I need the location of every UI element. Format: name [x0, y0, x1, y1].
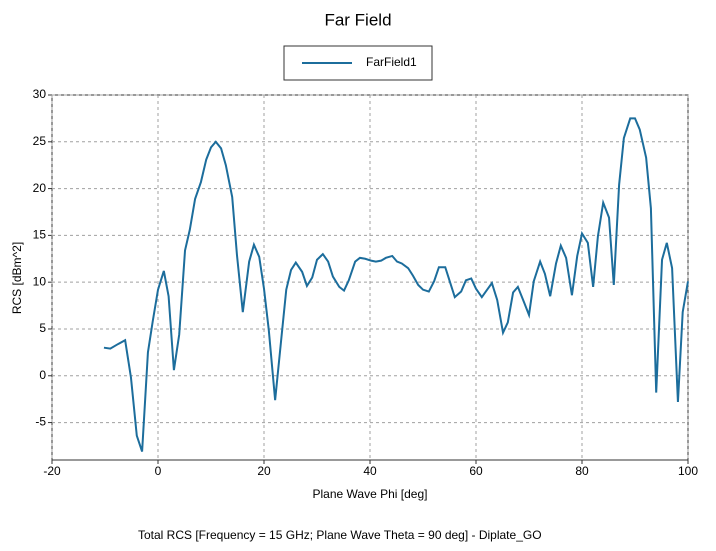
footer: Total RCS [Frequency = 15 GHz; Plane Wav…	[138, 528, 542, 542]
y-tick-label: 5	[39, 321, 46, 335]
y-tick-label: 10	[33, 274, 47, 288]
chart-title: Far Field	[324, 10, 391, 29]
y-tick-label: 15	[33, 228, 47, 242]
x-tick-label: 40	[363, 464, 377, 478]
x-tick-label: 100	[678, 464, 698, 478]
x-tick-label: 80	[575, 464, 589, 478]
x-tick-label: 0	[155, 464, 162, 478]
data-line	[103, 117, 689, 452]
y-tick-label: 25	[33, 134, 47, 148]
y-axis-label: RCS [dBm^2]	[10, 242, 24, 314]
y-tick-label: 0	[39, 368, 46, 382]
x-tick-label: 60	[469, 464, 483, 478]
y-tick-label: 30	[33, 87, 47, 101]
y-tick-label: -5	[35, 415, 46, 429]
y-tick-label: 20	[33, 181, 47, 195]
x-tick-label: -20	[43, 464, 61, 478]
x-tick-label: 20	[257, 464, 271, 478]
x-axis-label: Plane Wave Phi [deg]	[313, 487, 428, 501]
legend-label: FarField1	[366, 55, 417, 69]
